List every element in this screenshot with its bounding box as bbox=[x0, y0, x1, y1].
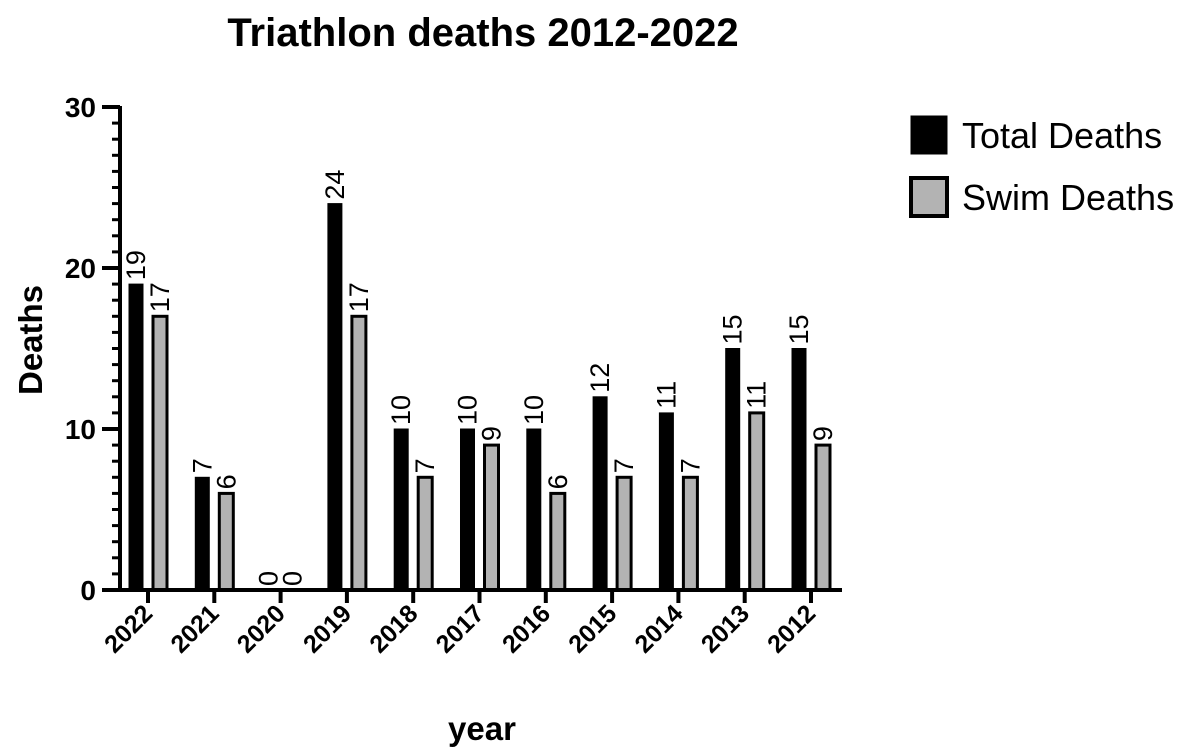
y-axis-title: Deaths bbox=[12, 285, 49, 395]
total-deaths-value-2018: 10 bbox=[386, 395, 416, 425]
total-deaths-value-2015: 12 bbox=[585, 363, 615, 393]
total-deaths-bar-2013 bbox=[725, 348, 741, 591]
legend-swatch-swim-deaths bbox=[909, 176, 949, 218]
total-deaths-bar-2012 bbox=[791, 348, 807, 591]
y-tick-label: 30 bbox=[65, 92, 96, 123]
total-deaths-value-2017: 10 bbox=[453, 395, 483, 425]
swim-deaths-bar-2012 bbox=[814, 443, 832, 592]
swim-deaths-value-2015: 7 bbox=[609, 458, 639, 473]
x-tick-label-2018: 2018 bbox=[364, 599, 423, 658]
x-axis-title: year bbox=[448, 710, 516, 747]
swim-deaths-bar-2016 bbox=[549, 491, 567, 592]
swim-deaths-value-2021: 6 bbox=[211, 474, 241, 489]
total-deaths-bar-2021 bbox=[194, 476, 210, 591]
chart-title: Triathlon deaths 2012-2022 bbox=[227, 11, 738, 55]
x-tick-label-2013: 2013 bbox=[696, 599, 755, 658]
swim-deaths-value-2018: 7 bbox=[410, 458, 440, 473]
total-deaths-value-2019: 24 bbox=[320, 170, 350, 200]
legend-label-total-deaths: Total Deaths bbox=[962, 115, 1162, 156]
swim-deaths-bar-2019 bbox=[350, 314, 368, 592]
total-deaths-value-2013: 15 bbox=[718, 314, 748, 344]
swim-deaths-value-2012: 9 bbox=[808, 426, 838, 441]
total-deaths-bar-2019 bbox=[327, 203, 343, 591]
swim-deaths-bar-2014 bbox=[681, 475, 699, 592]
swim-deaths-value-2013: 11 bbox=[742, 381, 772, 409]
swim-deaths-bar-2021 bbox=[217, 491, 235, 592]
legend-swatch-total-deaths bbox=[910, 115, 948, 155]
total-deaths-bar-2014 bbox=[658, 412, 674, 591]
swim-deaths-value-2019: 17 bbox=[344, 282, 374, 312]
y-tick-label: 10 bbox=[65, 414, 96, 445]
y-tick-label: 0 bbox=[80, 575, 96, 606]
total-deaths-bar-2017 bbox=[460, 428, 475, 591]
y-tick-label: 20 bbox=[65, 253, 96, 284]
x-tick-label-2014: 2014 bbox=[630, 599, 689, 658]
x-tick-label-2021: 2021 bbox=[165, 599, 224, 658]
x-tick-label-2015: 2015 bbox=[563, 599, 622, 658]
total-deaths-value-2014: 11 bbox=[651, 381, 681, 409]
swim-deaths-bar-2022 bbox=[151, 314, 169, 592]
swim-deaths-bar-2013 bbox=[748, 411, 766, 592]
swim-deaths-bar-2018 bbox=[416, 475, 434, 592]
x-tick-label-2017: 2017 bbox=[431, 599, 490, 658]
swim-deaths-bar-2017 bbox=[483, 443, 500, 592]
legend-label-swim-deaths: Swim Deaths bbox=[962, 177, 1174, 218]
total-deaths-value-2022: 19 bbox=[121, 250, 151, 280]
swim-deaths-bar-2015 bbox=[615, 475, 633, 592]
x-tick-label-2016: 2016 bbox=[497, 599, 556, 658]
swim-deaths-value-2022: 17 bbox=[145, 282, 175, 312]
x-tick-label-2012: 2012 bbox=[762, 599, 821, 658]
total-deaths-bar-2018 bbox=[393, 428, 409, 591]
x-tick-label-2019: 2019 bbox=[298, 599, 357, 658]
total-deaths-value-2016: 10 bbox=[519, 395, 549, 425]
total-deaths-value-2021: 7 bbox=[187, 458, 217, 473]
swim-deaths-value-2020: 0 bbox=[278, 571, 308, 586]
total-deaths-value-2012: 15 bbox=[784, 314, 814, 344]
swim-deaths-value-2017: 9 bbox=[477, 426, 507, 441]
x-tick-label-2022: 2022 bbox=[99, 599, 158, 658]
x-tick-label-2020: 2020 bbox=[232, 599, 291, 658]
swim-deaths-value-2016: 6 bbox=[543, 474, 573, 489]
legend: Total Deaths Swim Deaths bbox=[909, 115, 1174, 218]
total-deaths-bar-2022 bbox=[128, 283, 144, 591]
total-deaths-bar-2015 bbox=[592, 396, 608, 591]
swim-deaths-value-2014: 7 bbox=[675, 458, 705, 473]
total-deaths-value-2020: 0 bbox=[254, 571, 284, 586]
total-deaths-bar-2016 bbox=[526, 428, 542, 591]
